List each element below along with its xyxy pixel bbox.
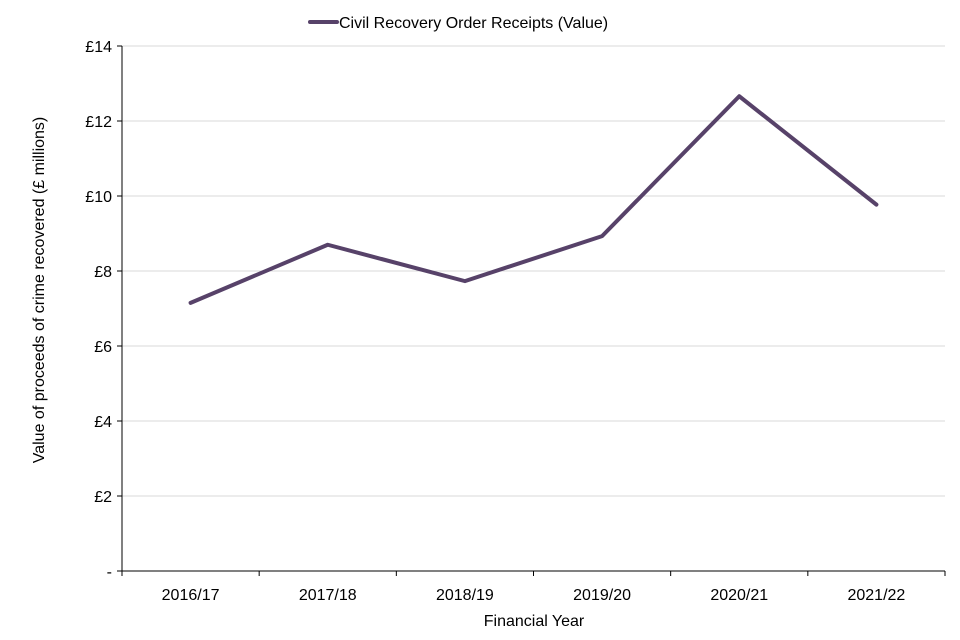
y-tick-label: £14 [85,39,112,56]
axes [121,46,945,572]
y-tick-label: - [107,564,112,581]
legend: Civil Recovery Order Receipts (Value) [308,15,608,32]
y-tick-label: £12 [85,114,112,131]
y-tick-label: £6 [94,339,112,356]
series-line [188,94,879,305]
y-tick-label: £8 [94,264,112,281]
series [188,94,879,305]
x-tick-label: 2019/20 [573,587,631,604]
legend-label: Civil Recovery Order Receipts (Value) [339,15,608,32]
x-tick-label: 2018/19 [436,587,494,604]
y-tick-label: £4 [94,414,112,431]
x-axis-title: Financial Year [484,613,585,630]
x-tick-labels: 2016/17 2017/18 2018/19 2019/20 2020/21 2021/… [121,571,946,604]
x-tick-label: 2017/18 [299,587,357,604]
y-tick-label: £2 [94,489,112,506]
y-tick-labels: - £2 £4 £6 £8 £10 £12 £14 [85,39,112,581]
x-tick-label: 2020/21 [710,587,768,604]
gridlines [117,45,945,572]
x-tick-label: 2021/22 [847,587,905,604]
y-axis-title: Value of proceeds of crime recovered (£ … [31,117,48,464]
x-tick-label: 2016/17 [162,587,220,604]
y-tick-label: £10 [85,189,112,206]
